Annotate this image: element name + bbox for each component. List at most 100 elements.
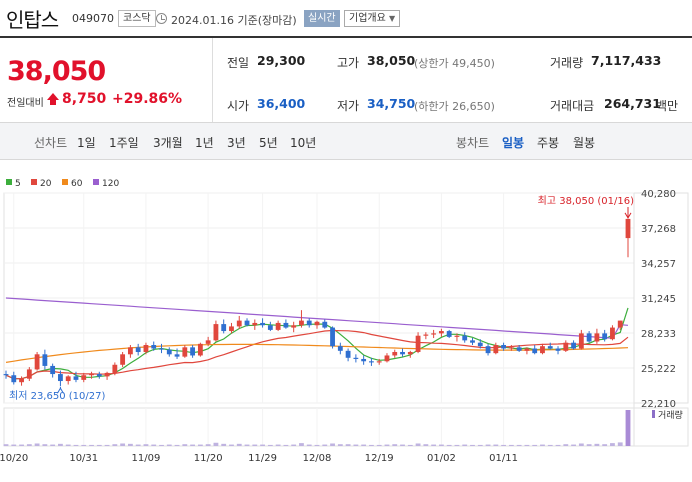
high-value: 38,050 (367, 53, 416, 68)
volume-bar (322, 444, 328, 446)
candle-body (19, 378, 24, 383)
volume-bar (244, 444, 250, 446)
volume-bar (174, 444, 180, 446)
high-annotation: 최고 38,050 (01/16) (538, 195, 634, 207)
volume-value: 7,117,433 (591, 53, 662, 68)
high-arrow-head (624, 212, 632, 219)
prev-close-label: 전일 (227, 56, 250, 70)
period-1d[interactable]: 1일 (77, 136, 96, 150)
candle-body (291, 325, 297, 328)
volume-bar (3, 444, 9, 446)
chevron-down-icon: ▼ (389, 14, 396, 23)
stock-name: 인탑스 (6, 8, 59, 32)
low-annotation: 최저 23,650 (10/27) (9, 390, 105, 402)
volume-bar (283, 444, 289, 446)
volume-bar (291, 444, 297, 446)
up-arrow-icon (47, 93, 59, 105)
volume-bar (555, 444, 561, 446)
volume-bar (353, 444, 359, 446)
volume-bar (617, 442, 623, 446)
period-weekly[interactable]: 주봉 (537, 136, 560, 150)
candle-body (26, 369, 32, 379)
volume-bar (221, 443, 227, 446)
candle-body (50, 365, 56, 375)
period-daily[interactable]: 일봉 (502, 136, 525, 150)
candle-body (314, 321, 320, 326)
header-divider (0, 36, 692, 38)
volume-legend-label: 거래량 (658, 409, 683, 421)
line-chart-label: 선차트 (34, 136, 68, 150)
open-value: 36,400 (257, 96, 306, 111)
prev-close-value: 29,300 (257, 53, 306, 68)
period-3y[interactable]: 3년 (227, 136, 246, 150)
volume-bar (96, 444, 102, 446)
candle-body (594, 333, 600, 342)
volume-panel-frame (3, 407, 689, 447)
volume-bar (314, 444, 320, 446)
volume-bar (19, 444, 24, 446)
volume-bar (477, 444, 483, 446)
y-tick-label: 28,233 (641, 329, 676, 340)
candle-body (120, 354, 126, 365)
candle-body (127, 347, 133, 355)
x-tick-label: 11/29 (248, 453, 277, 464)
period-5y[interactable]: 5년 (259, 136, 278, 150)
candle-body (65, 376, 71, 382)
candle-body (477, 342, 483, 347)
candle-body (322, 321, 328, 328)
candle-body (267, 325, 273, 330)
company-overview-button[interactable]: 기업개요 ▼ (344, 10, 401, 27)
volume-bar (540, 444, 545, 446)
period-1w[interactable]: 1주일 (109, 136, 139, 150)
candle-body (89, 374, 94, 376)
volume-bar (625, 410, 631, 446)
stock-chart: 5 20 60 120 40,280 37,268 34,257 31,245 28,233 25… (0, 160, 692, 478)
candle-body (283, 322, 289, 328)
x-tick-label: 01/11 (489, 453, 518, 464)
volume-bar (454, 444, 460, 446)
volume-bar (306, 444, 312, 446)
candle-body (407, 351, 413, 355)
volume-bar (571, 444, 576, 446)
x-tick-label: 10/20 (0, 453, 28, 464)
diff-rate: +29.86% (112, 91, 183, 107)
candle-body (571, 342, 576, 349)
period-monthly[interactable]: 월봉 (573, 136, 596, 150)
volume-bar (446, 444, 452, 446)
candle-body (602, 333, 608, 340)
x-tick-label: 11/09 (132, 453, 161, 464)
candle-body (532, 348, 538, 354)
volume-bar (50, 444, 56, 446)
volume-bar (135, 444, 141, 446)
volume-bar (423, 444, 429, 446)
volume-bar (197, 444, 203, 446)
market-badge: 코스닥 (118, 10, 156, 27)
y-tick-label: 25,222 (641, 364, 676, 375)
period-3m[interactable]: 3개월 (153, 136, 183, 150)
legend-label-20: 20 (40, 179, 52, 189)
candle-body (182, 347, 188, 357)
candle-body (42, 354, 48, 366)
candle-body (547, 346, 553, 349)
amount-value: 264,731 (604, 96, 661, 111)
y-tick-label: 22,210 (641, 399, 676, 410)
volume-bar (267, 444, 273, 446)
volume-bar (190, 444, 196, 446)
volume-bar (166, 444, 172, 446)
stock-code: 049070 (72, 12, 114, 25)
candle-body (229, 326, 234, 332)
volume-bar (34, 443, 40, 446)
realtime-button[interactable]: 실시간 (304, 10, 340, 27)
candle-body (470, 340, 475, 343)
candle-body (415, 335, 421, 352)
volume-bar (470, 444, 475, 446)
candle-body (446, 331, 452, 337)
volume-bar (299, 443, 304, 446)
x-tick-label: 12/19 (365, 453, 394, 464)
period-10y[interactable]: 10년 (290, 136, 317, 150)
legend-swatch-20 (31, 179, 37, 185)
volume-bar (431, 444, 437, 446)
low-limit: (하한가 26,650) (414, 100, 495, 113)
volume-bar (229, 444, 234, 446)
period-1y[interactable]: 1년 (195, 136, 214, 150)
